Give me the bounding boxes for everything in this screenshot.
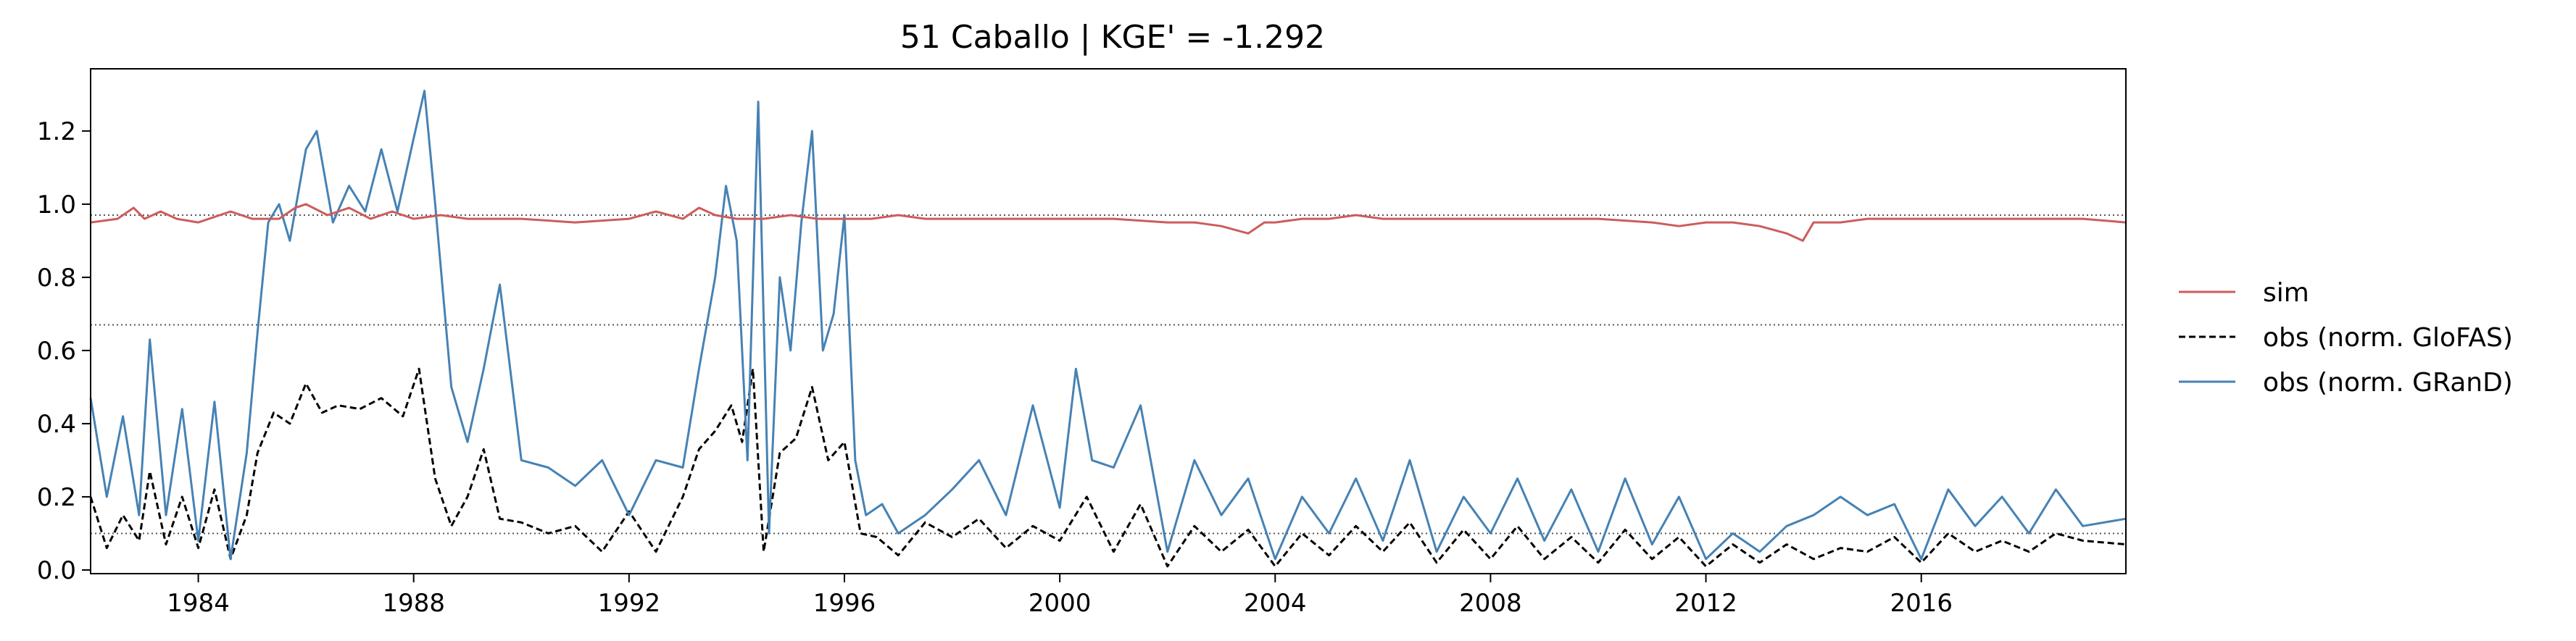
y-tick-label: 0.6 [37, 337, 76, 366]
y-axis: 0.0 0.2 0.4 0.6 0.8 1.0 1.2 [37, 117, 91, 585]
y-tick-label: 0.4 [37, 410, 76, 439]
chart-title: 51 Caballo | KGE' = -1.292 [900, 19, 1325, 56]
x-axis: 1984 1988 1992 1996 2000 2004 2008 2012 2016 [167, 574, 1953, 618]
x-tick-label: 2008 [1459, 589, 1522, 618]
y-tick-label: 0.8 [37, 264, 76, 293]
x-tick-label: 1992 [598, 589, 661, 618]
legend: sim obs (norm. GloFAS) obs (norm. GRanD) [2179, 278, 2513, 398]
x-tick-label: 1988 [382, 589, 445, 618]
y-tick-label: 0.2 [37, 483, 76, 512]
reference-lines [91, 214, 2126, 535]
y-tick-label: 0.0 [37, 556, 76, 585]
x-tick-label: 1996 [813, 589, 876, 618]
y-tick-label: 1.2 [37, 117, 76, 146]
x-tick-label: 2004 [1244, 589, 1307, 618]
plot-area-frame [90, 68, 2127, 574]
x-tick-label: 2016 [1890, 589, 1953, 618]
series-line-0 [90, 203, 2127, 242]
legend-label-1: obs (norm. GloFAS) [2263, 323, 2513, 353]
y-tick-label: 1.0 [37, 190, 76, 219]
legend-label-0: sim [2263, 278, 2309, 308]
series-line-2 [89, 89, 2127, 561]
legend-label-2: obs (norm. GRanD) [2263, 368, 2513, 398]
series-layer [89, 89, 2127, 568]
series-line-1 [89, 367, 2127, 568]
x-tick-label: 2012 [1674, 589, 1737, 618]
x-tick-label: 1984 [167, 589, 230, 618]
x-tick-label: 2000 [1029, 589, 1092, 618]
